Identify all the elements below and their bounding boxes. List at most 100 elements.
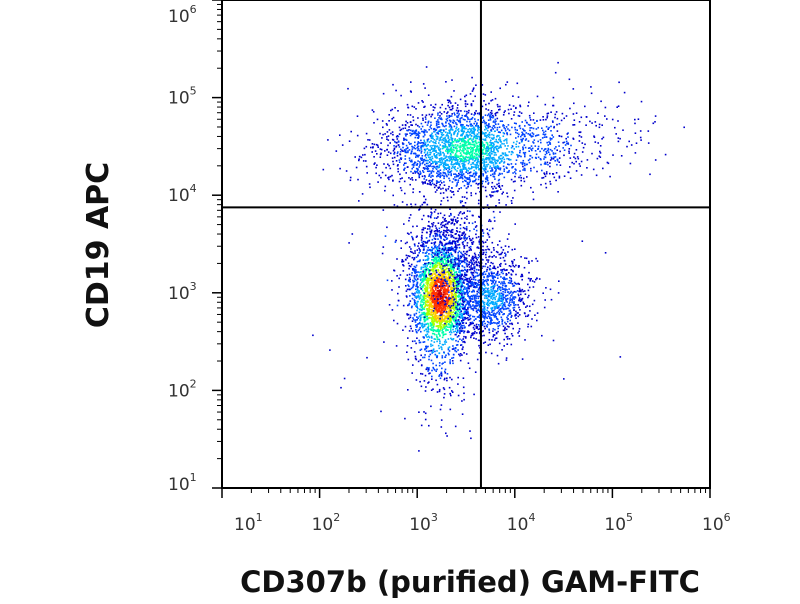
event-point xyxy=(441,329,443,332)
event-point xyxy=(468,120,471,123)
event-point xyxy=(449,270,452,272)
event-point xyxy=(450,212,452,215)
event-point xyxy=(471,268,474,271)
event-point xyxy=(465,142,467,145)
event-point xyxy=(412,163,415,165)
event-point xyxy=(416,260,419,263)
event-point xyxy=(430,295,433,297)
event-point xyxy=(443,266,446,268)
event-point xyxy=(460,110,462,112)
event-point xyxy=(515,146,518,148)
event-point xyxy=(470,134,473,137)
event-point xyxy=(492,134,495,137)
event-point xyxy=(555,179,557,182)
event-point xyxy=(457,175,460,177)
event-point xyxy=(438,307,440,310)
event-point xyxy=(379,148,382,150)
event-point xyxy=(559,150,561,153)
event-point xyxy=(452,287,454,290)
event-point xyxy=(501,142,503,145)
event-point xyxy=(408,276,411,279)
event-point xyxy=(442,280,444,282)
event-point xyxy=(508,151,510,153)
event-point xyxy=(497,165,500,168)
event-point xyxy=(438,158,441,160)
event-point xyxy=(435,304,438,306)
event-point xyxy=(438,318,441,321)
event-point xyxy=(452,122,455,124)
event-point xyxy=(445,238,448,240)
event-point xyxy=(454,156,456,159)
event-point xyxy=(524,167,526,170)
event-point xyxy=(536,95,539,98)
event-point xyxy=(456,148,458,150)
event-point xyxy=(435,296,437,298)
event-point xyxy=(429,134,431,137)
event-point xyxy=(492,164,495,166)
event-point xyxy=(435,319,438,322)
event-point xyxy=(422,308,425,310)
event-point xyxy=(433,267,436,269)
event-point xyxy=(450,326,452,329)
event-point xyxy=(396,275,398,277)
event-point xyxy=(450,298,453,301)
event-point xyxy=(414,252,416,254)
event-point xyxy=(485,141,488,144)
event-point xyxy=(430,253,433,256)
event-point xyxy=(448,132,451,135)
event-point xyxy=(406,274,409,276)
event-point xyxy=(472,140,474,143)
event-point xyxy=(444,287,446,289)
event-point xyxy=(467,185,469,188)
event-point xyxy=(412,188,415,190)
event-point xyxy=(573,152,576,155)
event-point xyxy=(450,321,453,323)
event-point xyxy=(495,187,497,189)
event-point xyxy=(591,152,593,155)
event-point xyxy=(425,144,428,147)
event-point xyxy=(434,318,436,321)
event-point xyxy=(425,347,428,350)
event-point xyxy=(424,116,427,118)
event-point xyxy=(426,322,429,325)
event-point xyxy=(444,320,446,322)
event-point xyxy=(514,172,517,175)
event-point xyxy=(428,317,430,319)
event-point xyxy=(444,273,447,275)
event-point xyxy=(475,171,477,173)
event-point xyxy=(455,155,458,158)
event-point xyxy=(530,186,532,189)
event-point xyxy=(513,189,516,192)
event-point xyxy=(474,163,476,166)
event-point xyxy=(354,156,356,158)
event-point xyxy=(449,307,452,310)
event-point xyxy=(377,181,379,183)
event-point xyxy=(427,259,429,261)
event-point xyxy=(521,121,523,123)
event-point xyxy=(414,340,416,342)
event-point xyxy=(424,289,427,292)
event-point xyxy=(563,149,566,151)
event-point xyxy=(431,268,434,271)
event-point xyxy=(424,87,426,89)
event-point xyxy=(483,146,486,148)
event-point xyxy=(535,157,537,159)
event-point xyxy=(414,141,416,144)
event-point xyxy=(459,121,462,124)
event-point xyxy=(485,150,487,152)
event-point xyxy=(549,137,552,139)
event-point xyxy=(437,332,440,335)
event-point xyxy=(464,95,466,98)
event-point xyxy=(435,277,437,280)
event-point xyxy=(442,187,444,190)
event-point xyxy=(443,314,445,317)
event-point xyxy=(463,231,465,233)
event-point xyxy=(430,311,432,313)
event-point xyxy=(466,242,469,244)
event-point xyxy=(402,146,404,149)
event-point xyxy=(518,115,521,117)
event-point xyxy=(414,250,416,252)
event-point xyxy=(413,277,416,279)
event-point xyxy=(487,179,489,182)
event-point xyxy=(553,147,556,150)
